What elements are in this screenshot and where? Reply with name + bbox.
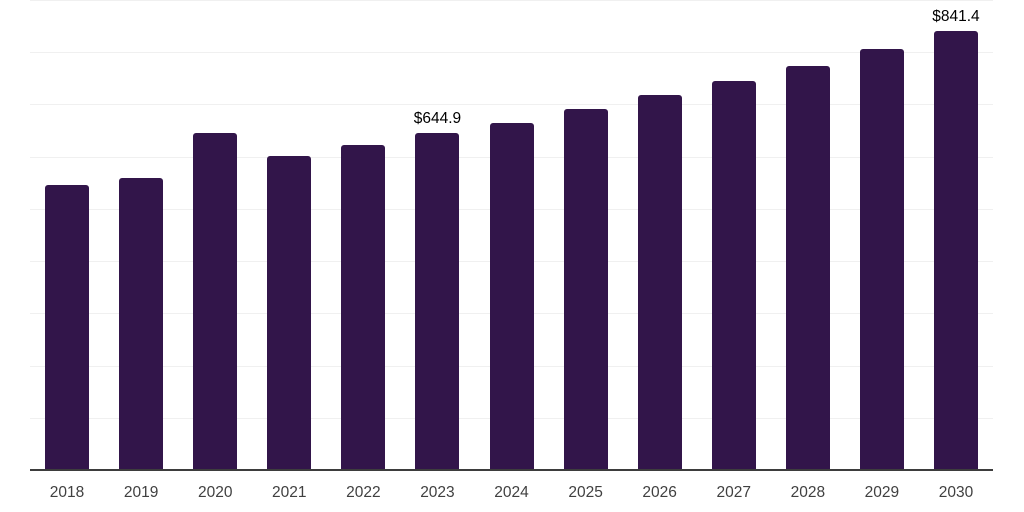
bars: $644.9 $841.4 <box>30 0 993 470</box>
gridline <box>30 52 993 54</box>
bar-slot: $841.4 <box>919 0 993 470</box>
bar-2018 <box>45 184 90 470</box>
x-tick-2026: 2026 <box>642 484 677 501</box>
bar-2030 <box>933 30 978 470</box>
bar-slot <box>845 0 919 470</box>
bar-slot <box>252 0 326 470</box>
x-tick-2029: 2029 <box>864 484 900 501</box>
gridline <box>30 0 993 1</box>
bar-2025 <box>563 109 608 470</box>
x-tick-2023: 2023 <box>420 484 455 501</box>
bar-slot <box>326 0 400 470</box>
bar-2019 <box>119 177 164 470</box>
bar-slot <box>697 0 771 470</box>
bar-slot <box>623 0 697 470</box>
bar-2021 <box>267 155 312 470</box>
x-axis-labels: 2018 2019 2020 2021 2022 2023 2024 2025 2026 2027… <box>30 484 993 502</box>
bar-2029 <box>859 49 904 470</box>
bar-slot <box>30 0 104 470</box>
bar-2023 <box>415 133 460 470</box>
x-axis-line <box>30 469 993 471</box>
bar-slot <box>549 0 623 470</box>
x-tick-2024: 2024 <box>494 484 529 501</box>
value-label-2030: $841.4 <box>932 7 980 25</box>
x-tick-2020: 2020 <box>197 484 233 501</box>
x-tick-2022: 2022 <box>346 484 381 501</box>
plot-area: $644.9 $841.4 <box>30 0 993 470</box>
bar-2027 <box>711 80 756 470</box>
x-tick-2028: 2028 <box>790 484 826 501</box>
x-tick-2027: 2027 <box>716 484 751 501</box>
bar-slot <box>474 0 548 470</box>
bar-slot <box>178 0 252 470</box>
bar-2028 <box>785 66 830 470</box>
x-tick-2018: 2018 <box>49 484 85 501</box>
gridline <box>30 104 993 106</box>
value-label-2023: $644.9 <box>413 110 462 128</box>
x-tick-2021: 2021 <box>272 484 307 501</box>
bar-2020 <box>193 133 238 470</box>
bar-2026 <box>637 95 682 470</box>
x-tick-2025: 2025 <box>568 484 603 501</box>
bar-slot <box>771 0 845 470</box>
bar-slot: $644.9 <box>400 0 474 470</box>
bar-2024 <box>489 122 534 470</box>
x-tick-2019: 2019 <box>123 484 159 501</box>
bar-2022 <box>341 144 386 470</box>
bar-slot <box>104 0 178 470</box>
x-tick-2030: 2030 <box>938 484 974 501</box>
